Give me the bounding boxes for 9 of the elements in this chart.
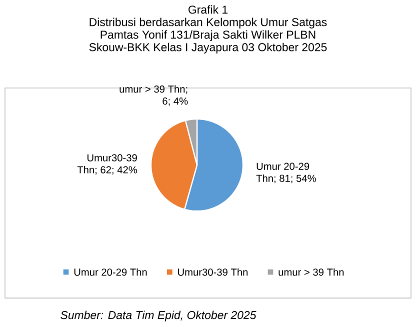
data-label: Umur 20-29 Thn; 81; 54%: [256, 162, 316, 184]
legend-label: Umur 20-29 Thn: [74, 268, 147, 276]
chart-subtitle: Distribusi berdasarkan Kelompok Umur Satgas Pamtas Yonif 131/Braja Sakti Wilker PLBN Skouw-BKK Kelas I Jayapura 03 Oktober 2025: [89, 18, 327, 54]
text: Sumber: Data Tim Epid, Oktober 2025: [60, 310, 256, 322]
data-label: umur > 39 Thn; 6; 4%: [120, 85, 188, 106]
chart-title: Grafik 1: [188, 5, 228, 14]
legend-label: umur > 39 Thn: [278, 268, 344, 276]
legend-label: Umur30-39 Thn: [178, 268, 248, 276]
data-label: Umur30-39 Thn; 62; 42%: [77, 154, 138, 175]
